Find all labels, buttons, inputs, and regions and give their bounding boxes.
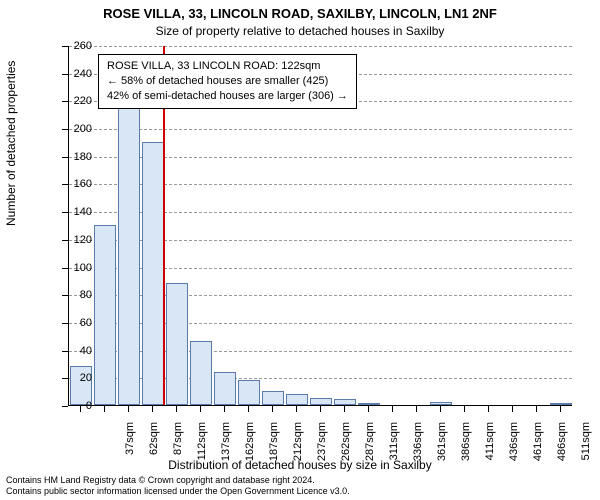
footer-attribution: Contains HM Land Registry data © Crown c… xyxy=(6,475,350,498)
x-tick-mark xyxy=(200,406,201,412)
histogram-bar xyxy=(214,372,237,405)
x-tick-label: 436sqm xyxy=(508,422,520,468)
x-tick-label: 112sqm xyxy=(196,422,208,468)
x-tick-mark xyxy=(536,406,537,412)
y-tick-mark xyxy=(62,351,68,352)
x-tick-mark xyxy=(104,406,105,412)
x-tick-mark xyxy=(440,406,441,412)
x-tick-mark xyxy=(320,406,321,412)
x-tick-mark xyxy=(248,406,249,412)
x-tick-label: 212sqm xyxy=(292,422,304,468)
y-tick-mark xyxy=(62,129,68,130)
histogram-bar xyxy=(190,341,213,405)
x-tick-mark xyxy=(512,406,513,412)
x-tick-label: 486sqm xyxy=(556,422,568,468)
x-tick-label: 162sqm xyxy=(244,422,256,468)
histogram-bar xyxy=(286,394,309,405)
x-tick-label: 461sqm xyxy=(532,422,544,468)
x-tick-label: 336sqm xyxy=(412,422,424,468)
y-tick-mark xyxy=(62,323,68,324)
histogram-bar xyxy=(238,380,261,405)
x-tick-label: 137sqm xyxy=(220,422,232,468)
y-axis-label: Number of detached properties xyxy=(4,61,18,226)
x-tick-mark xyxy=(464,406,465,412)
x-tick-mark xyxy=(224,406,225,412)
y-tick-mark xyxy=(62,101,68,102)
x-tick-mark xyxy=(80,406,81,412)
y-tick-mark xyxy=(62,212,68,213)
y-tick-mark xyxy=(62,378,68,379)
annotation-line2: ← 58% of detached houses are smaller (42… xyxy=(107,74,348,89)
y-tick-mark xyxy=(62,268,68,269)
x-tick-mark xyxy=(368,406,369,412)
histogram-bar xyxy=(94,225,117,405)
y-tick-mark xyxy=(62,157,68,158)
y-tick-mark xyxy=(62,406,68,407)
x-tick-label: 386sqm xyxy=(460,422,472,468)
x-tick-label: 287sqm xyxy=(364,422,376,468)
histogram-bar xyxy=(142,142,165,405)
x-tick-label: 87sqm xyxy=(172,422,184,468)
x-tick-label: 37sqm xyxy=(124,422,136,468)
x-tick-label: 62sqm xyxy=(148,422,160,468)
histogram-bar xyxy=(430,402,453,405)
x-tick-mark xyxy=(296,406,297,412)
histogram-bar xyxy=(310,398,333,405)
histogram-bar xyxy=(358,403,381,405)
x-tick-mark xyxy=(488,406,489,412)
footer-line2: Contains public sector information licen… xyxy=(6,486,350,497)
x-tick-mark xyxy=(560,406,561,412)
histogram-bar xyxy=(550,403,573,405)
x-tick-mark xyxy=(344,406,345,412)
y-tick-mark xyxy=(62,240,68,241)
x-tick-label: 411sqm xyxy=(484,422,496,468)
x-tick-label: 361sqm xyxy=(436,422,448,468)
y-tick-mark xyxy=(62,184,68,185)
x-tick-mark xyxy=(272,406,273,412)
annotation-box: ROSE VILLA, 33 LINCOLN ROAD: 122sqm← 58%… xyxy=(98,54,357,109)
x-tick-mark xyxy=(416,406,417,412)
x-tick-label: 262sqm xyxy=(340,422,352,468)
chart-title-main: ROSE VILLA, 33, LINCOLN ROAD, SAXILBY, L… xyxy=(0,6,600,21)
x-tick-label: 187sqm xyxy=(268,422,280,468)
histogram-bar xyxy=(166,283,189,405)
x-tick-label: 237sqm xyxy=(316,422,328,468)
y-tick-mark xyxy=(62,295,68,296)
x-tick-label: 311sqm xyxy=(388,422,400,468)
x-tick-mark xyxy=(128,406,129,412)
x-tick-label: 511sqm xyxy=(580,422,592,468)
y-tick-mark xyxy=(62,74,68,75)
x-tick-mark xyxy=(392,406,393,412)
histogram-bar xyxy=(118,103,141,405)
x-tick-mark xyxy=(176,406,177,412)
chart-title-sub: Size of property relative to detached ho… xyxy=(0,24,600,38)
gridline xyxy=(69,46,572,47)
annotation-line1: ROSE VILLA, 33 LINCOLN ROAD: 122sqm xyxy=(107,59,348,74)
histogram-bar xyxy=(262,391,285,405)
x-tick-mark xyxy=(152,406,153,412)
y-tick-mark xyxy=(62,46,68,47)
annotation-line3: 42% of semi-detached houses are larger (… xyxy=(107,89,348,104)
footer-line1: Contains HM Land Registry data © Crown c… xyxy=(6,475,350,486)
gridline xyxy=(69,129,572,130)
histogram-bar xyxy=(334,399,357,405)
